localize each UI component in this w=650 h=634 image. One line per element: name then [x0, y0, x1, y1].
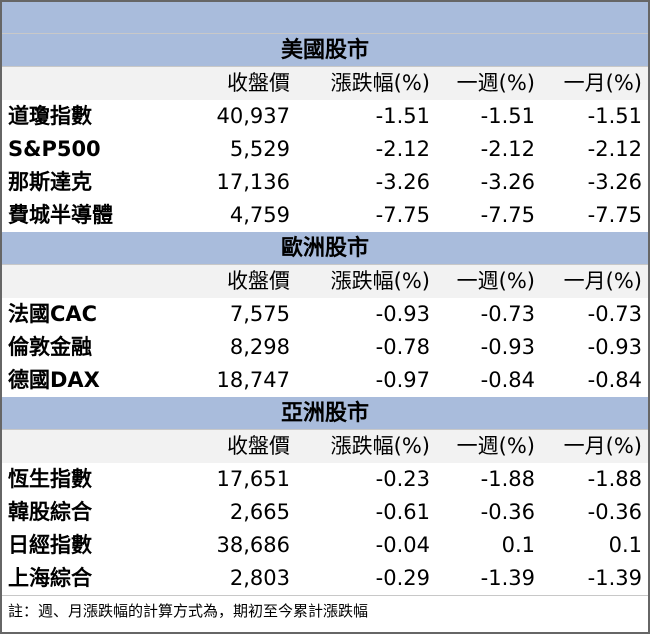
cell-value: -0.84 [587, 368, 642, 392]
cell-value: -0.93 [587, 335, 642, 359]
cell-value: -0.84 [480, 368, 535, 392]
header-blank [2, 67, 182, 100]
column-header: 漲跌幅(%) [330, 269, 430, 293]
data-row: 日經指數 38,686 -0.04 0.1 0.1 [2, 529, 648, 562]
index-name: 費城半導體 [8, 203, 113, 227]
cell-value: 0.1 [608, 533, 642, 557]
table-body: 美國股市 收盤價 漲跌幅(%) 一週(%) 一月(%) 道瓊指數 40,937 -1.51 -1… [2, 34, 648, 595]
cell-value: -0.93 [375, 302, 430, 326]
index-name: 法國CAC [8, 302, 98, 326]
index-name: 德國DAX [8, 368, 100, 392]
cell-value: -1.88 [587, 467, 642, 491]
column-header: 收盤價 [227, 71, 290, 95]
data-row: 韓股綜合 2,665 -0.61 -0.36 -0.36 [2, 496, 648, 529]
index-name: 韓股綜合 [8, 500, 92, 524]
cell-value: -1.39 [480, 566, 535, 590]
section-title: 歐洲股市 [2, 232, 648, 265]
cell-value: -1.51 [480, 104, 535, 128]
cell-value: 18,747 [216, 368, 290, 392]
cell-value: 7,575 [229, 302, 290, 326]
data-row: 德國DAX 18,747 -0.97 -0.84 -0.84 [2, 364, 648, 397]
column-header: 一月(%) [563, 269, 642, 293]
cell-value: -2.12 [480, 137, 535, 161]
column-header-row: 收盤價 漲跌幅(%) 一週(%) 一月(%) [2, 265, 648, 298]
section-title: 美國股市 [2, 34, 648, 67]
index-name: 日經指數 [8, 533, 92, 557]
cell-value: -1.51 [587, 104, 642, 128]
data-row: 恆生指數 17,651 -0.23 -1.88 -1.88 [2, 463, 648, 496]
column-header: 一週(%) [456, 269, 535, 293]
column-header-row: 收盤價 漲跌幅(%) 一週(%) 一月(%) [2, 67, 648, 100]
cell-value: -0.61 [375, 500, 430, 524]
cell-value: -3.26 [587, 170, 642, 194]
data-row: 法國CAC 7,575 -0.93 -0.73 -0.73 [2, 298, 648, 331]
header-blank [2, 265, 182, 298]
column-header: 一月(%) [563, 71, 642, 95]
index-name: 道瓊指數 [8, 104, 92, 128]
cell-value: -7.75 [375, 203, 430, 227]
cell-value: 38,686 [216, 533, 290, 557]
cell-value: -1.39 [587, 566, 642, 590]
cell-value: 17,651 [216, 467, 290, 491]
cell-value: 4,759 [229, 203, 290, 227]
cell-value: -7.75 [480, 203, 535, 227]
cell-value: -3.26 [480, 170, 535, 194]
cell-value: -0.36 [480, 500, 535, 524]
cell-value: -2.12 [587, 137, 642, 161]
cell-value: -0.36 [587, 500, 642, 524]
cell-value: -0.29 [375, 566, 430, 590]
index-name: 上海綜合 [8, 566, 92, 590]
column-header: 收盤價 [227, 434, 290, 458]
cell-value: -0.23 [375, 467, 430, 491]
cell-value: -2.12 [375, 137, 430, 161]
cell-value: -7.75 [587, 203, 642, 227]
cell-value: 2,803 [229, 566, 290, 590]
cell-value: 2,665 [229, 500, 290, 524]
cell-value: -1.88 [480, 467, 535, 491]
column-header: 漲跌幅(%) [330, 71, 430, 95]
index-name: 恆生指數 [8, 467, 92, 491]
cell-value: 40,937 [216, 104, 290, 128]
footer-note: 註：週、月漲跌幅的計算方式為，期初至今累計漲跌幅 [2, 595, 648, 629]
column-header: 一週(%) [456, 434, 535, 458]
index-name: 那斯達克 [8, 170, 92, 194]
header-blank [2, 430, 182, 463]
cell-value: -1.51 [375, 104, 430, 128]
top-band [2, 2, 648, 34]
cell-value: 0.1 [501, 533, 535, 557]
cell-value: -0.04 [375, 533, 430, 557]
column-header: 漲跌幅(%) [330, 434, 430, 458]
column-header: 一月(%) [563, 434, 642, 458]
column-header: 收盤價 [227, 269, 290, 293]
data-row: 倫敦金融 8,298 -0.78 -0.93 -0.93 [2, 331, 648, 364]
index-name: 倫敦金融 [8, 335, 92, 359]
section-title: 亞洲股市 [2, 397, 648, 430]
column-header: 一週(%) [456, 71, 535, 95]
cell-value: 8,298 [229, 335, 290, 359]
cell-value: -0.93 [480, 335, 535, 359]
cell-value: -0.73 [480, 302, 535, 326]
data-row: 道瓊指數 40,937 -1.51 -1.51 -1.51 [2, 100, 648, 133]
data-row: 上海綜合 2,803 -0.29 -1.39 -1.39 [2, 562, 648, 595]
index-name: S&P500 [8, 137, 101, 161]
column-header-row: 收盤價 漲跌幅(%) 一週(%) 一月(%) [2, 430, 648, 463]
cell-value: 17,136 [216, 170, 290, 194]
cell-value: 5,529 [229, 137, 290, 161]
data-row: 那斯達克 17,136 -3.26 -3.26 -3.26 [2, 166, 648, 199]
cell-value: -3.26 [375, 170, 430, 194]
cell-value: -0.97 [375, 368, 430, 392]
data-row: 費城半導體 4,759 -7.75 -7.75 -7.75 [2, 199, 648, 232]
data-row: S&P500 5,529 -2.12 -2.12 -2.12 [2, 133, 648, 166]
cell-value: -0.78 [375, 335, 430, 359]
cell-value: -0.73 [587, 302, 642, 326]
